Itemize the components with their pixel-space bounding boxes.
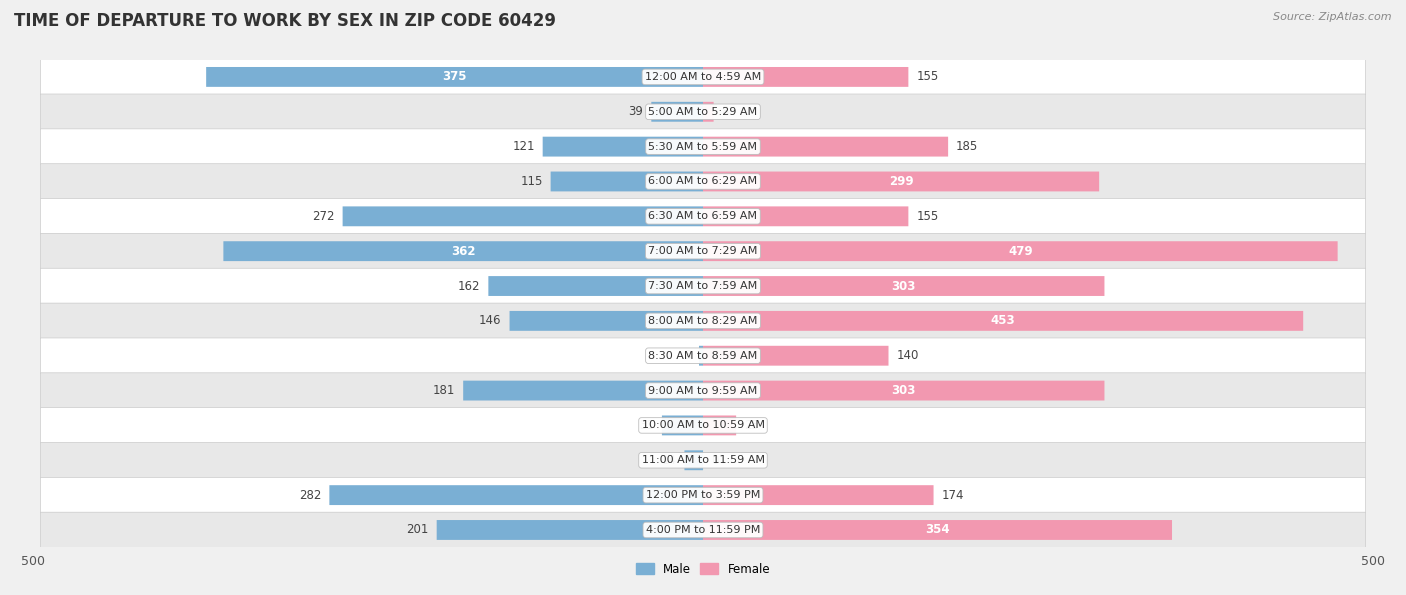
Text: 174: 174 <box>942 488 965 502</box>
Text: 0: 0 <box>711 454 718 466</box>
Text: 6:00 AM to 6:29 AM: 6:00 AM to 6:29 AM <box>648 177 758 186</box>
FancyBboxPatch shape <box>543 137 703 156</box>
Text: 155: 155 <box>917 70 939 83</box>
Text: 5:30 AM to 5:59 AM: 5:30 AM to 5:59 AM <box>648 142 758 152</box>
Text: 181: 181 <box>433 384 456 397</box>
FancyBboxPatch shape <box>703 381 1105 400</box>
Text: 9:00 AM to 9:59 AM: 9:00 AM to 9:59 AM <box>648 386 758 396</box>
FancyBboxPatch shape <box>224 241 703 261</box>
FancyBboxPatch shape <box>41 338 1365 374</box>
Text: 8:30 AM to 8:59 AM: 8:30 AM to 8:59 AM <box>648 350 758 361</box>
Text: 39: 39 <box>628 105 644 118</box>
Text: 6:30 AM to 6:59 AM: 6:30 AM to 6:59 AM <box>648 211 758 221</box>
FancyBboxPatch shape <box>703 485 934 505</box>
Text: 14: 14 <box>661 454 676 466</box>
FancyBboxPatch shape <box>509 311 703 331</box>
Text: 303: 303 <box>891 280 915 293</box>
Text: 4:00 PM to 11:59 PM: 4:00 PM to 11:59 PM <box>645 525 761 535</box>
FancyBboxPatch shape <box>437 520 703 540</box>
FancyBboxPatch shape <box>551 171 703 192</box>
FancyBboxPatch shape <box>703 171 1099 192</box>
Text: 31: 31 <box>640 419 654 432</box>
FancyBboxPatch shape <box>41 233 1365 269</box>
Text: 453: 453 <box>991 314 1015 327</box>
FancyBboxPatch shape <box>703 67 908 87</box>
FancyBboxPatch shape <box>703 346 889 366</box>
FancyBboxPatch shape <box>329 485 703 505</box>
FancyBboxPatch shape <box>703 241 1337 261</box>
Text: TIME OF DEPARTURE TO WORK BY SEX IN ZIP CODE 60429: TIME OF DEPARTURE TO WORK BY SEX IN ZIP … <box>14 12 555 30</box>
FancyBboxPatch shape <box>651 102 703 122</box>
Text: 354: 354 <box>925 524 950 537</box>
Text: 362: 362 <box>451 245 475 258</box>
Text: 8: 8 <box>721 105 728 118</box>
FancyBboxPatch shape <box>41 373 1365 408</box>
Text: 121: 121 <box>512 140 534 153</box>
Text: 115: 115 <box>520 175 543 188</box>
FancyBboxPatch shape <box>703 276 1105 296</box>
Text: 155: 155 <box>917 210 939 223</box>
Text: 146: 146 <box>479 314 502 327</box>
Text: 282: 282 <box>299 488 322 502</box>
Text: 299: 299 <box>889 175 914 188</box>
FancyBboxPatch shape <box>41 59 1365 95</box>
FancyBboxPatch shape <box>703 311 1303 331</box>
Text: 140: 140 <box>897 349 918 362</box>
FancyBboxPatch shape <box>703 206 908 226</box>
FancyBboxPatch shape <box>699 346 703 366</box>
FancyBboxPatch shape <box>343 206 703 226</box>
FancyBboxPatch shape <box>207 67 703 87</box>
Text: 500: 500 <box>21 555 45 568</box>
FancyBboxPatch shape <box>488 276 703 296</box>
Text: Source: ZipAtlas.com: Source: ZipAtlas.com <box>1274 12 1392 22</box>
FancyBboxPatch shape <box>703 137 948 156</box>
Text: 12:00 AM to 4:59 AM: 12:00 AM to 4:59 AM <box>645 72 761 82</box>
Text: 162: 162 <box>458 280 481 293</box>
FancyBboxPatch shape <box>41 512 1365 548</box>
Text: 303: 303 <box>891 384 915 397</box>
FancyBboxPatch shape <box>463 381 703 400</box>
FancyBboxPatch shape <box>662 415 703 436</box>
FancyBboxPatch shape <box>41 94 1365 130</box>
FancyBboxPatch shape <box>41 268 1365 304</box>
FancyBboxPatch shape <box>703 102 714 122</box>
Text: 25: 25 <box>744 419 759 432</box>
FancyBboxPatch shape <box>41 164 1365 199</box>
FancyBboxPatch shape <box>703 415 737 436</box>
Text: 12:00 PM to 3:59 PM: 12:00 PM to 3:59 PM <box>645 490 761 500</box>
Legend: Male, Female: Male, Female <box>631 558 775 581</box>
Text: 185: 185 <box>956 140 979 153</box>
Text: 201: 201 <box>406 524 429 537</box>
FancyBboxPatch shape <box>685 450 703 470</box>
FancyBboxPatch shape <box>703 520 1173 540</box>
Text: 3: 3 <box>683 349 692 362</box>
FancyBboxPatch shape <box>41 477 1365 513</box>
Text: 500: 500 <box>1361 555 1385 568</box>
Text: 8:00 AM to 8:29 AM: 8:00 AM to 8:29 AM <box>648 316 758 326</box>
Text: 479: 479 <box>1008 245 1032 258</box>
FancyBboxPatch shape <box>41 129 1365 164</box>
Text: 7:00 AM to 7:29 AM: 7:00 AM to 7:29 AM <box>648 246 758 256</box>
FancyBboxPatch shape <box>41 199 1365 234</box>
Text: 272: 272 <box>312 210 335 223</box>
Text: 11:00 AM to 11:59 AM: 11:00 AM to 11:59 AM <box>641 455 765 465</box>
FancyBboxPatch shape <box>41 408 1365 443</box>
FancyBboxPatch shape <box>41 303 1365 339</box>
Text: 375: 375 <box>443 70 467 83</box>
FancyBboxPatch shape <box>41 443 1365 478</box>
Text: 7:30 AM to 7:59 AM: 7:30 AM to 7:59 AM <box>648 281 758 291</box>
Text: 10:00 AM to 10:59 AM: 10:00 AM to 10:59 AM <box>641 421 765 430</box>
Text: 5:00 AM to 5:29 AM: 5:00 AM to 5:29 AM <box>648 107 758 117</box>
